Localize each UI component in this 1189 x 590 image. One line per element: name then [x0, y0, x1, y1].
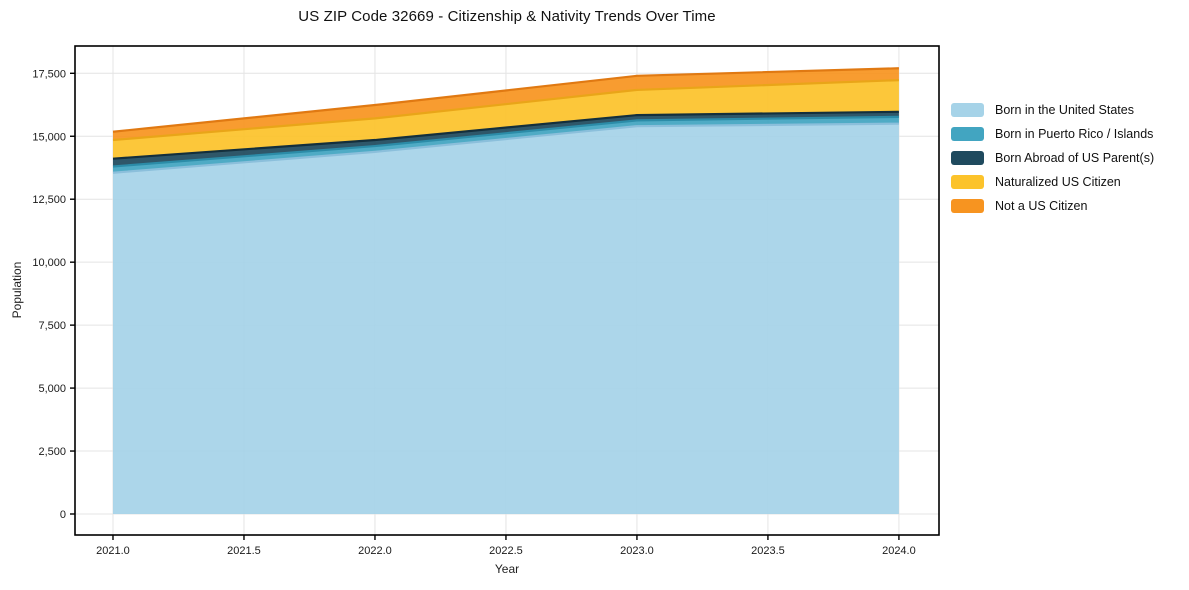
- y-tick-label: 17,500: [32, 68, 66, 80]
- area-not-a-us-citizen: [112, 68, 899, 141]
- x-tick-label: 2022.5: [489, 545, 523, 557]
- x-axis-label: Year: [494, 562, 520, 576]
- legend-swatch: [951, 103, 984, 117]
- y-tick-label: 7,500: [38, 320, 66, 332]
- x-tick-label: 2021.5: [227, 545, 261, 557]
- area-naturalized-us-citizen: [112, 80, 899, 159]
- legend-label: Born in the United States: [995, 103, 1134, 117]
- legend-swatch: [951, 199, 984, 213]
- legend-swatch: [951, 151, 984, 165]
- legend-swatch: [951, 175, 984, 189]
- legend-item-born-in-the-united-states: Born in the United States: [951, 103, 1154, 117]
- area-edges: [112, 67, 899, 174]
- y-tick-label: 0: [60, 509, 66, 521]
- chart-title: US ZIP Code 32669 - Citizenship & Nativi…: [298, 8, 716, 25]
- legend-label: Born Abroad of US Parent(s): [995, 151, 1155, 165]
- edge-born-in-the-united-states: [112, 122, 899, 174]
- x-tick-label: 2021.0: [96, 545, 130, 557]
- axis-ticks: 0 2,500 5,000 7,500 10,000 12,500 15,000 17,500…: [32, 68, 915, 557]
- x-tick-label: 2022.0: [358, 545, 392, 557]
- x-tick-label: 2023.0: [620, 545, 654, 557]
- area-series: [112, 68, 899, 514]
- legend: Born in the United States Born in Puerto …: [951, 103, 1154, 213]
- y-tick-label: 12,500: [32, 194, 66, 206]
- legend-label: Born in Puerto Rico / Islands: [995, 127, 1154, 141]
- area-born-in-the-united-states: [112, 123, 899, 514]
- legend-swatch: [951, 127, 984, 141]
- edge-not-a-us-citizen: [112, 67, 899, 133]
- y-tick-label: 15,000: [32, 131, 66, 143]
- legend-label: Naturalized US Citizen: [995, 175, 1121, 189]
- legend-item-not-a-us-citizen: Not a US Citizen: [951, 199, 1154, 213]
- y-tick-label: 10,000: [32, 257, 66, 269]
- legend-item-naturalized-us-citizen: Naturalized US Citizen: [951, 175, 1154, 189]
- edge-born-abroad-of-us-parent-s: [112, 110, 899, 160]
- plot-frame: [74, 45, 940, 536]
- area-born-in-puerto-rico-islands: [112, 116, 899, 173]
- y-tick-label: 2,500: [38, 446, 66, 458]
- edge-born-in-puerto-rico-islands: [112, 115, 899, 168]
- edge-naturalized-us-citizen: [112, 78, 899, 142]
- x-tick-label: 2023.5: [751, 545, 785, 557]
- legend-item-born-in-puerto-rico-islands: Born in Puerto Rico / Islands: [951, 127, 1154, 141]
- y-tick-label: 5,000: [38, 383, 66, 395]
- legend-label: Not a US Citizen: [995, 199, 1088, 213]
- x-tick-label: 2024.0: [882, 545, 916, 557]
- legend-item-born-abroad-of-us-parent-s: Born Abroad of US Parent(s): [951, 151, 1154, 165]
